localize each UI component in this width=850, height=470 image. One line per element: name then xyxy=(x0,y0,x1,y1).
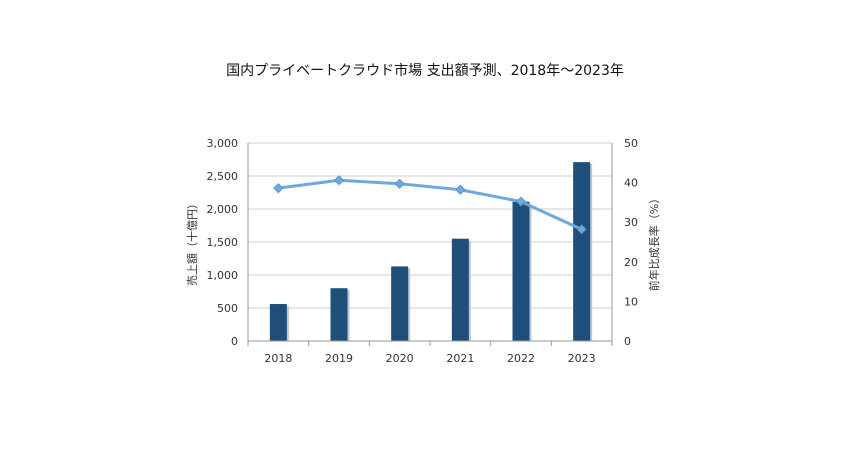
x-tick-label: 2019 xyxy=(325,352,353,365)
x-tick-label: 2021 xyxy=(446,352,474,365)
line-point xyxy=(333,175,345,186)
line-point xyxy=(455,184,466,195)
chart-title: 国内プライベートクラウド市場 支出額予測、2018年～2023年 xyxy=(226,63,624,79)
bar xyxy=(391,266,409,341)
y-tick-label: 2,500 xyxy=(207,170,239,183)
y2-tick-label: 50 xyxy=(624,137,638,150)
y2-tick-label: 10 xyxy=(624,295,638,308)
x-tick-label: 2020 xyxy=(386,352,414,365)
x-tick-label: 2022 xyxy=(507,352,535,365)
y-tick-label: 1,500 xyxy=(207,236,239,249)
y-tick-label: 1,000 xyxy=(207,269,239,282)
line-point xyxy=(273,183,284,194)
y2-tick-label: 30 xyxy=(624,216,638,229)
bar xyxy=(512,201,530,341)
tick-labels: 0 500 1,000 1,500 2,000 2,500 3,000 0 10 20 30 40 50… xyxy=(207,137,639,365)
y2-tick-label: 0 xyxy=(624,335,631,348)
gridlines xyxy=(248,142,612,309)
y-tick-label: 0 xyxy=(231,335,238,348)
bar xyxy=(269,304,287,341)
line-point xyxy=(576,224,587,235)
line-series xyxy=(273,175,587,235)
y-axis-title: 売上額（十億円） xyxy=(185,198,199,286)
bar xyxy=(451,238,469,341)
y2-axis-title: 前年比成長率（%） xyxy=(647,193,661,291)
bar xyxy=(330,288,348,341)
x-tick-label: 2023 xyxy=(568,352,596,365)
y-tick-label: 3,000 xyxy=(207,137,239,150)
axes xyxy=(247,143,613,346)
growth-line xyxy=(278,178,583,231)
y2-tick-label: 40 xyxy=(624,177,638,190)
bar-series xyxy=(269,162,593,341)
y2-tick-label: 20 xyxy=(624,256,638,269)
line-point xyxy=(515,196,527,207)
y-tick-label: 500 xyxy=(217,302,238,315)
x-tick-label: 2018 xyxy=(264,352,292,365)
y-tick-label: 2,000 xyxy=(207,203,239,216)
bar xyxy=(573,162,591,341)
line-point xyxy=(394,178,405,189)
